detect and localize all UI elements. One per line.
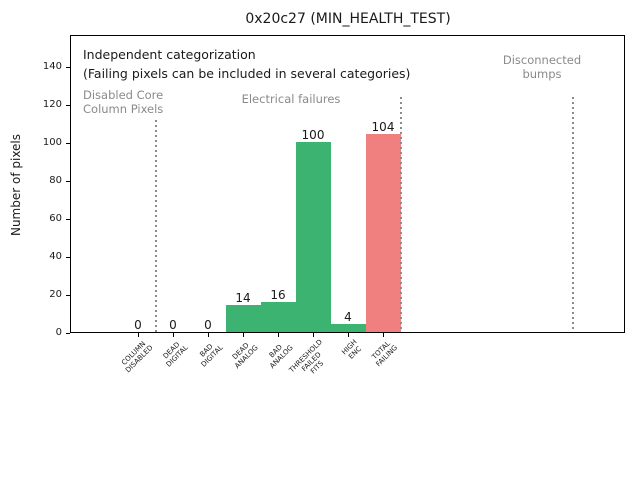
x-tick-label: BAD DIGITAL	[198, 342, 225, 369]
x-tick-mark	[313, 333, 314, 337]
y-tick-label: 120	[42, 99, 62, 110]
x-tick-label: THRESHOLD FAILED FITS	[287, 338, 325, 376]
y-tick-label: 40	[49, 251, 62, 262]
bar-value-label: 16	[270, 288, 286, 302]
x-tick-mark	[138, 333, 139, 337]
section-divider-line	[572, 97, 574, 332]
x-tick-mark	[383, 333, 384, 337]
y-tick-label: 60	[49, 213, 62, 224]
section-label-disconnected-bumps: Disconnected bumps	[502, 53, 582, 81]
y-tick-mark	[66, 257, 70, 258]
plot-area	[70, 35, 625, 333]
y-tick-label: 140	[42, 61, 62, 72]
y-tick-mark	[66, 143, 70, 144]
annotation-independent-categorization: Independent categorization	[83, 47, 256, 62]
x-tick-mark	[173, 333, 174, 337]
bar	[296, 142, 331, 332]
y-tick-label: 100	[42, 137, 62, 148]
bar	[226, 305, 261, 332]
bar-value-label: 100	[301, 128, 325, 142]
bar-value-label: 0	[169, 318, 177, 332]
bar-value-label: 0	[134, 318, 142, 332]
bar	[261, 302, 296, 332]
x-tick-label: COLUMN DISABLED	[119, 339, 155, 375]
section-divider-line	[155, 120, 157, 332]
y-tick-mark	[66, 295, 70, 296]
x-tick-mark	[278, 333, 279, 337]
y-tick-mark	[66, 67, 70, 68]
x-tick-label: DEAD DIGITAL	[161, 340, 190, 369]
x-tick-label: TOTAL FAILING	[370, 339, 400, 369]
x-tick-mark	[208, 333, 209, 337]
y-tick-mark	[66, 181, 70, 182]
y-tick-mark	[66, 105, 70, 106]
y-tick-mark	[66, 219, 70, 220]
bar	[366, 134, 401, 332]
y-axis-title: Number of pixels	[9, 133, 23, 237]
x-tick-mark	[348, 333, 349, 337]
bar-value-label: 104	[371, 120, 395, 134]
annotation-failing-note: (Failing pixels can be included in sever…	[83, 66, 411, 81]
y-tick-label: 20	[49, 289, 62, 300]
section-divider-line	[400, 97, 402, 332]
chart-title: 0x20c27 (MIN_HEALTH_TEST)	[245, 11, 451, 27]
bar-value-label: 14	[235, 291, 251, 305]
section-label-electrical-failures: Electrical failures	[241, 92, 341, 106]
section-label-disabled-core-column-pixels: Disabled Core Column Pixels	[83, 88, 164, 116]
bar-value-label: 4	[344, 310, 352, 324]
y-tick-label: 80	[49, 175, 62, 186]
x-tick-label: HIGH ENC	[340, 338, 364, 361]
y-tick-mark	[66, 333, 70, 334]
x-tick-mark	[243, 333, 244, 337]
x-tick-label: DEAD ANALOG	[230, 341, 260, 371]
bar-value-label: 0	[204, 318, 212, 332]
y-tick-label: 0	[55, 327, 62, 338]
bar	[331, 324, 366, 332]
